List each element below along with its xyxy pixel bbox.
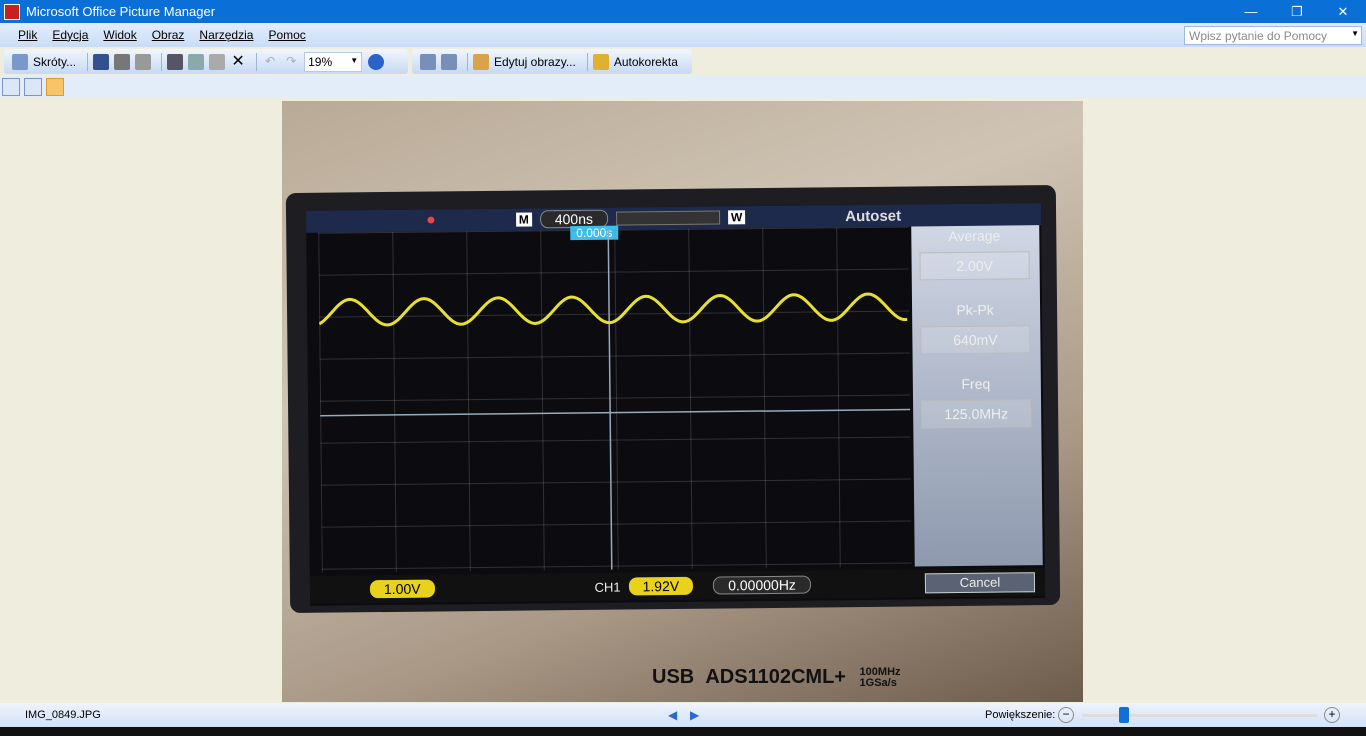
minimize-button[interactable]: — xyxy=(1244,4,1258,19)
paste-icon[interactable] xyxy=(209,53,226,70)
autocorrect-button[interactable]: Autokorekta xyxy=(592,53,678,70)
app-icon xyxy=(4,3,20,20)
mode-w: W xyxy=(727,210,746,225)
run-indicator-icon: ● xyxy=(426,211,436,229)
scope-brand: USB ADS1102CML+ 100MHz 1GSa/s xyxy=(652,666,901,689)
title-bar: Microsoft Office Picture Manager — ❐ ✕ xyxy=(0,0,1366,23)
zoom-in-icon[interactable]: + xyxy=(1324,707,1340,723)
vertical-axis xyxy=(607,229,613,570)
edit-label: Edytuj obrazy... xyxy=(494,54,576,69)
view-bar xyxy=(0,76,1366,98)
trigger-channel: CH1 xyxy=(594,579,621,595)
filename: IMG_0849.JPG xyxy=(25,709,101,721)
model-label: ADS1102CML+ xyxy=(705,666,846,688)
separator xyxy=(161,52,163,71)
redo-icon[interactable]: ↷ xyxy=(286,53,297,68)
scope-icons xyxy=(306,221,366,222)
usb-label: USB xyxy=(652,666,695,688)
delete-icon[interactable]: ✕ xyxy=(231,52,245,70)
next-picture-button[interactable]: ▶ xyxy=(690,708,700,722)
thumbnail-view-icon[interactable] xyxy=(2,78,20,96)
separator xyxy=(87,52,89,71)
shortcuts-label: Skróty... xyxy=(33,54,77,69)
zoom-slider-thumb[interactable] xyxy=(1119,707,1130,723)
help-search-input[interactable]: Wpisz pytanie do Pomocy ▼ xyxy=(1184,26,1362,45)
save-icon[interactable] xyxy=(93,53,110,70)
picture-image: ● M 400ns W Autoset 0.000s Average2.00V … xyxy=(282,101,1083,702)
window-title: Microsoft Office Picture Manager xyxy=(26,4,216,19)
close-button[interactable]: ✕ xyxy=(1337,3,1349,19)
horizontal-axis xyxy=(320,408,911,417)
menu-widok[interactable]: Widok xyxy=(103,28,137,42)
help-placeholder: Wpisz pytanie do Pomocy xyxy=(1189,29,1328,43)
restore-button[interactable]: ❐ xyxy=(1291,3,1303,19)
scope-plot xyxy=(318,226,912,573)
autocorrect-label: Autokorekta xyxy=(613,54,678,69)
help-icon[interactable] xyxy=(368,53,385,70)
mode-m: M xyxy=(515,212,532,227)
edit-icon xyxy=(473,53,489,70)
zoom-label: Powiększenie: xyxy=(985,709,1056,721)
chevron-down-icon: ▼ xyxy=(350,55,359,65)
previous-picture-button[interactable]: ◀ xyxy=(668,708,678,722)
oscilloscope-bezel: ● M 400ns W Autoset 0.000s Average2.00V … xyxy=(285,184,1061,614)
pkpk-value: 640mV xyxy=(920,325,1031,355)
print-icon[interactable] xyxy=(114,53,131,70)
memory-bar xyxy=(615,210,721,226)
copy-icon[interactable] xyxy=(188,53,205,70)
cut-icon[interactable] xyxy=(167,53,184,70)
autocorrect-icon xyxy=(592,53,609,70)
status-bar: IMG_0849.JPG ◀ ▶ Powiększenie: − + xyxy=(0,703,1366,727)
filmstrip-view-icon[interactable] xyxy=(24,78,42,96)
image-toolbar: Edytuj obrazy... Autokorekta xyxy=(412,49,692,74)
separator xyxy=(256,52,258,71)
channel-scale: 1.00V xyxy=(369,579,435,599)
waveform xyxy=(318,229,911,570)
single-picture-view-icon[interactable] xyxy=(46,78,64,96)
trigger-level: 1.92V xyxy=(628,576,694,596)
email-icon[interactable] xyxy=(135,53,152,70)
menu-pomoc[interactable]: Pomoc xyxy=(268,28,306,42)
dropdown-arrow-icon[interactable]: ▼ xyxy=(1351,29,1359,38)
shortcuts-button[interactable]: Skróty... xyxy=(12,53,77,70)
zoom-slider-track[interactable] xyxy=(1082,714,1317,717)
average-value: 2.00V xyxy=(919,251,1030,281)
measure-panel: Average 2.00V Pk-Pk 640mV Freq 125.0MHz xyxy=(911,225,1043,567)
standard-toolbar: Skróty... ✕ ↶ ↷ 19% ▼ xyxy=(4,49,408,74)
separator xyxy=(586,52,588,71)
trigger-frequency: 0.00000Hz xyxy=(713,575,811,595)
rotate-right-icon[interactable] xyxy=(441,53,457,70)
edit-pictures-button[interactable]: Edytuj obrazy... xyxy=(473,53,576,70)
menu-narzedzia[interactable]: Narzędzia xyxy=(199,28,254,42)
average-label: Average xyxy=(948,227,1001,245)
sample-rate-label: 1GSa/s xyxy=(859,676,897,689)
oscilloscope-screen: ● M 400ns W Autoset 0.000s Average2.00V … xyxy=(306,203,1046,606)
menu-bar: Plik Edycja Widok Obraz Narzędzia Pomoc xyxy=(0,23,1366,47)
cancel-label: Cancel xyxy=(924,572,1036,594)
taskbar xyxy=(0,727,1366,736)
freq-value: 125.0MHz xyxy=(921,399,1032,429)
separator xyxy=(467,52,468,71)
undo-icon[interactable]: ↶ xyxy=(265,53,276,68)
shortcuts-icon xyxy=(12,53,28,70)
menu-edycja[interactable]: Edycja xyxy=(52,28,89,42)
zoom-out-icon[interactable]: − xyxy=(1058,707,1074,723)
freq-label: Freq xyxy=(961,375,991,392)
menu-plik[interactable]: Plik xyxy=(18,28,38,42)
trace-ch1 xyxy=(318,292,908,327)
rotate-left-icon[interactable] xyxy=(420,53,436,70)
bandwidth-label: 100MHz xyxy=(859,665,901,678)
pkpk-label: Pk-Pk xyxy=(956,301,994,319)
measure-title: Autoset xyxy=(845,207,902,225)
zoom-value: 19% xyxy=(308,54,333,69)
zoom-select[interactable]: 19% ▼ xyxy=(304,51,363,72)
menu-obraz[interactable]: Obraz xyxy=(151,28,185,42)
